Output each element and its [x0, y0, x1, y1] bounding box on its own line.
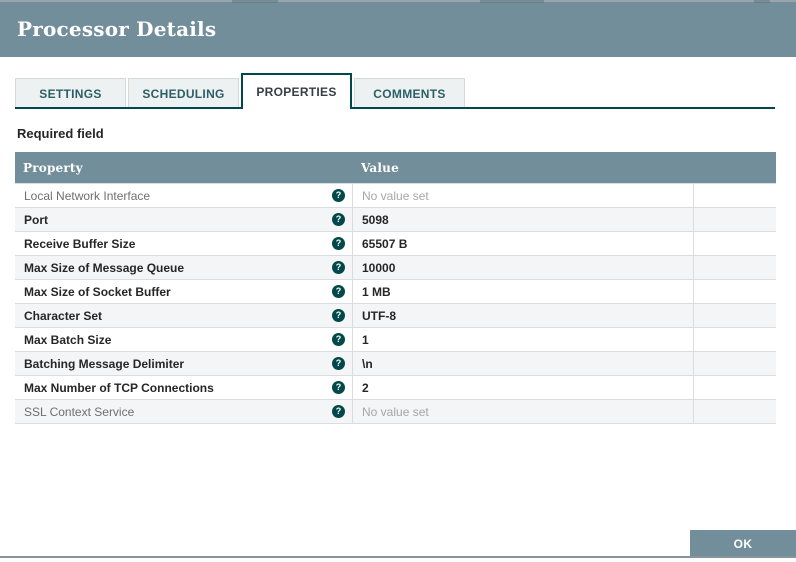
- tab-label: COMMENTS: [373, 87, 446, 101]
- table-row: Character Set? UTF-8: [15, 304, 776, 328]
- help-icon[interactable]: ?: [332, 333, 345, 346]
- required-field-label: Required field: [17, 126, 104, 141]
- table-row: Max Size of Socket Buffer? 1 MB: [15, 280, 776, 304]
- table-row: Receive Buffer Size? 65507 B: [15, 232, 776, 256]
- property-cell: SSL Context Service?: [15, 400, 353, 423]
- row-spacer: [694, 376, 776, 399]
- table-row: Max Batch Size? 1: [15, 328, 776, 352]
- help-icon[interactable]: ?: [332, 405, 345, 418]
- property-name: Max Batch Size: [24, 332, 112, 347]
- tab-label: SCHEDULING: [142, 87, 225, 101]
- property-value: UTF-8: [353, 304, 694, 327]
- help-icon[interactable]: ?: [332, 261, 345, 274]
- tab-bar: SETTINGS SCHEDULING PROPERTIES COMMENTS: [15, 73, 775, 109]
- row-spacer: [694, 328, 776, 351]
- property-cell: Max Size of Socket Buffer?: [15, 280, 353, 303]
- help-icon[interactable]: ?: [332, 189, 345, 202]
- tab-settings[interactable]: SETTINGS: [15, 78, 126, 109]
- property-name: Receive Buffer Size: [24, 236, 136, 251]
- tab-label: PROPERTIES: [256, 85, 337, 99]
- property-value: No value set: [353, 184, 694, 207]
- help-icon[interactable]: ?: [332, 381, 345, 394]
- property-name: SSL Context Service: [24, 404, 135, 419]
- background-edge: [0, 0, 796, 2]
- property-value: \n: [353, 352, 694, 375]
- row-spacer: [694, 352, 776, 375]
- property-name: Max Number of TCP Connections: [24, 380, 214, 395]
- row-spacer: [694, 304, 776, 327]
- property-name: Port: [24, 212, 48, 227]
- property-value: 10000: [353, 256, 694, 279]
- property-cell: Local Network Interface?: [15, 184, 353, 207]
- help-icon[interactable]: ?: [332, 285, 345, 298]
- tab-comments[interactable]: COMMENTS: [354, 78, 465, 109]
- table-row: Batching Message Delimiter? \n: [15, 352, 776, 376]
- background-artifact: [232, 0, 278, 3]
- table-row: Local Network Interface? No value set: [15, 184, 776, 208]
- help-icon[interactable]: ?: [332, 357, 345, 370]
- background-artifact: [754, 0, 770, 3]
- tab-label: SETTINGS: [39, 87, 102, 101]
- column-header-spacer: [694, 152, 776, 183]
- table-row: Max Size of Message Queue? 10000: [15, 256, 776, 280]
- property-name: Batching Message Delimiter: [24, 356, 185, 371]
- property-cell: Batching Message Delimiter?: [15, 352, 353, 375]
- row-spacer: [694, 280, 776, 303]
- properties-table: Property Value Local Network Interface? N…: [15, 152, 776, 424]
- table-body: Local Network Interface? No value set Port…: [15, 183, 776, 424]
- column-header-value: Value: [361, 160, 399, 175]
- dialog-title: Processor Details: [17, 17, 217, 41]
- ok-button[interactable]: OK: [690, 530, 796, 558]
- property-value: No value set: [353, 400, 694, 423]
- property-value: 65507 B: [353, 232, 694, 255]
- property-name: Character Set: [24, 308, 103, 323]
- row-spacer: [694, 208, 776, 231]
- row-spacer: [694, 232, 776, 255]
- tab-scheduling[interactable]: SCHEDULING: [128, 78, 239, 109]
- property-cell: Max Number of TCP Connections?: [15, 376, 353, 399]
- column-header-property: Property: [23, 160, 83, 175]
- background-artifact: [480, 0, 544, 3]
- property-cell: Character Set?: [15, 304, 353, 327]
- dialog-header: Processor Details: [0, 0, 796, 57]
- property-cell: Receive Buffer Size?: [15, 232, 353, 255]
- table-row: Port? 5098: [15, 208, 776, 232]
- help-icon[interactable]: ?: [332, 237, 345, 250]
- row-spacer: [694, 256, 776, 279]
- property-name: Max Size of Message Queue: [24, 260, 185, 275]
- property-name: Local Network Interface: [24, 188, 151, 203]
- property-value: 1: [353, 328, 694, 351]
- property-cell: Port?: [15, 208, 353, 231]
- table-row: Max Number of TCP Connections? 2: [15, 376, 776, 400]
- tab-properties[interactable]: PROPERTIES: [241, 73, 352, 109]
- property-name: Max Size of Socket Buffer: [24, 284, 171, 299]
- property-cell: Max Batch Size?: [15, 328, 353, 351]
- row-spacer: [694, 400, 776, 423]
- property-value: 2: [353, 376, 694, 399]
- property-cell: Max Size of Message Queue?: [15, 256, 353, 279]
- page-background-strip: [0, 558, 796, 562]
- help-icon[interactable]: ?: [332, 213, 345, 226]
- table-row: SSL Context Service? No value set: [15, 400, 776, 424]
- property-value: 1 MB: [353, 280, 694, 303]
- help-icon[interactable]: ?: [332, 309, 345, 322]
- property-value: 5098: [353, 208, 694, 231]
- row-spacer: [694, 184, 776, 207]
- dialog-bottom-edge: [0, 556, 796, 558]
- table-header-row: Property Value: [15, 152, 776, 183]
